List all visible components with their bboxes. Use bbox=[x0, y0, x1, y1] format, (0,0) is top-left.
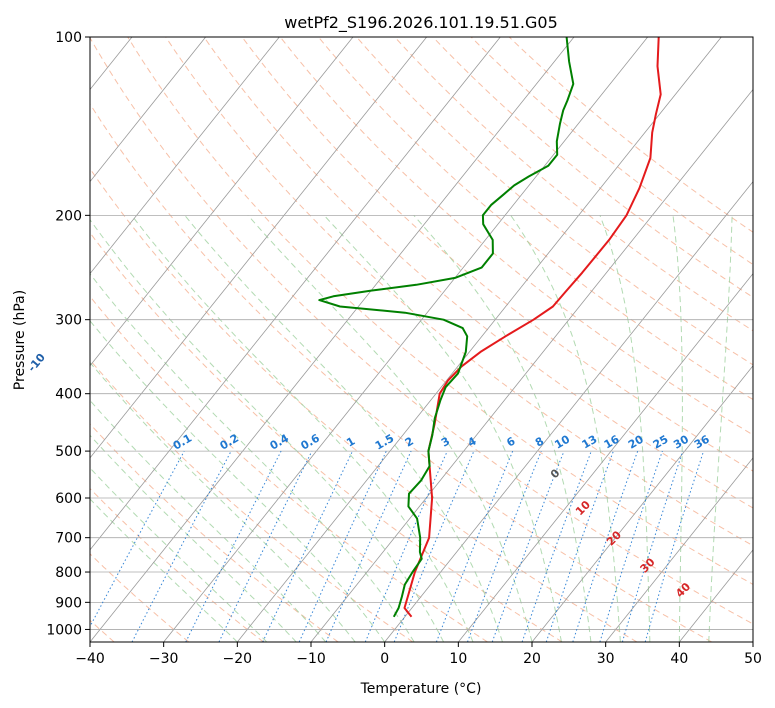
mixing-ratio-line bbox=[491, 450, 565, 642]
isotherm bbox=[90, 37, 206, 183]
moist-adiabat bbox=[247, 214, 533, 642]
dry-adiabat bbox=[318, 37, 753, 401]
mixing-ratio-line bbox=[621, 450, 684, 642]
mixing-ratio-line bbox=[521, 450, 592, 642]
mixing-ratio-line bbox=[325, 450, 412, 642]
isotherm bbox=[90, 37, 501, 551]
plot-background bbox=[90, 37, 753, 642]
y-tick-label: 100 bbox=[55, 30, 82, 46]
x-tick-label: −40 bbox=[75, 651, 105, 667]
y-tick-label: 700 bbox=[55, 531, 82, 547]
moist-adiabat bbox=[131, 215, 474, 642]
isotherm bbox=[605, 457, 753, 642]
isotherm bbox=[163, 37, 648, 642]
dry-adiabat bbox=[90, 167, 638, 642]
moist-adiabat bbox=[90, 399, 327, 642]
isotherm bbox=[531, 365, 753, 642]
isotherm bbox=[90, 37, 280, 275]
moist-adiabat bbox=[672, 215, 683, 642]
moist-adiabat bbox=[90, 434, 297, 642]
isotherm bbox=[90, 37, 427, 459]
x-tick-label: 50 bbox=[744, 651, 762, 667]
moist-adiabat bbox=[90, 361, 356, 642]
dry-adiabat bbox=[90, 423, 339, 642]
moist-adiabat bbox=[599, 215, 651, 642]
isotherm bbox=[0, 37, 58, 642]
chart-title: wetPf2_S196.2026.101.19.51.G05 bbox=[284, 13, 558, 33]
moist-adiabat bbox=[323, 214, 562, 642]
moist-adiabat bbox=[510, 215, 621, 642]
x-tick-label: −30 bbox=[149, 651, 179, 667]
axes: −40 −30 −20 −10 0 10 20 30 40 50 100 200 300 400 500 60… bbox=[46, 30, 762, 667]
dry-adiabat bbox=[356, 37, 753, 366]
isotherm bbox=[458, 273, 753, 642]
dewpoint-profile bbox=[318, 37, 575, 618]
mixing-ratio-line bbox=[599, 450, 663, 642]
moist-adiabat bbox=[90, 218, 445, 642]
moist-adiabat bbox=[184, 214, 503, 642]
plot-frame bbox=[89, 36, 754, 643]
isotherm bbox=[310, 88, 753, 642]
isotherm bbox=[384, 180, 753, 642]
x-tick-label: 0 bbox=[380, 651, 389, 667]
moist-adiabat bbox=[90, 320, 386, 642]
y-tick-label: 600 bbox=[55, 491, 82, 507]
isotherm bbox=[752, 641, 753, 642]
mixing-ratio-line bbox=[644, 450, 705, 642]
y-tick-label: 1000 bbox=[46, 622, 82, 638]
x-tick-label: 10 bbox=[449, 651, 467, 667]
x-tick-label: 20 bbox=[523, 651, 541, 667]
x-tick-label: −20 bbox=[223, 651, 253, 667]
y-tick-label: 200 bbox=[55, 208, 82, 224]
dry-adiabat bbox=[165, 37, 753, 547]
mixing-ratio-line bbox=[572, 450, 639, 642]
dry-adiabat bbox=[90, 295, 488, 642]
isotherm bbox=[237, 37, 722, 642]
isotherm bbox=[90, 37, 354, 367]
y-tick-label: 900 bbox=[55, 595, 82, 611]
mixing-ratio-line bbox=[90, 450, 185, 628]
dry-adiabat bbox=[203, 37, 753, 509]
mixing-ratio-line bbox=[435, 450, 514, 642]
x-tick-label: 40 bbox=[670, 651, 688, 667]
x-axis-title: Temperature (°C) bbox=[360, 681, 482, 697]
y-tick-label: 500 bbox=[55, 444, 82, 460]
y-tick-label: 800 bbox=[55, 565, 82, 581]
mixing-ratio-line bbox=[364, 450, 448, 642]
dry-adiabat bbox=[90, 231, 563, 642]
moist-adiabat bbox=[413, 214, 592, 642]
moist-adiabat bbox=[90, 273, 415, 642]
mixing-ratio-line bbox=[467, 450, 542, 642]
y-tick-label: 300 bbox=[55, 313, 82, 329]
dry-adiabat bbox=[90, 553, 190, 642]
y-axis-title: Pressure (hPa) bbox=[12, 290, 28, 390]
temperature-profile bbox=[403, 37, 662, 618]
moist-adiabat bbox=[90, 467, 268, 642]
dry-adiabat-label: -10 bbox=[25, 351, 48, 375]
dry-adiabat bbox=[127, 37, 753, 586]
dry-adiabat bbox=[90, 37, 753, 625]
y-tick-label: 400 bbox=[55, 387, 82, 403]
dry-adiabat bbox=[90, 103, 712, 642]
x-tick-label: −10 bbox=[296, 651, 326, 667]
moist-adiabat bbox=[708, 215, 733, 642]
background-lines bbox=[0, 37, 753, 642]
mixing-ratio-line bbox=[393, 450, 475, 642]
mixing-ratio-line bbox=[545, 450, 614, 642]
isotherm bbox=[90, 37, 575, 642]
mixing-ratio-line bbox=[185, 450, 282, 642]
moist-adiabat bbox=[90, 498, 238, 642]
dry-adiabat bbox=[394, 37, 753, 332]
x-tick-label: 30 bbox=[597, 651, 615, 667]
profile-lines bbox=[318, 37, 662, 618]
